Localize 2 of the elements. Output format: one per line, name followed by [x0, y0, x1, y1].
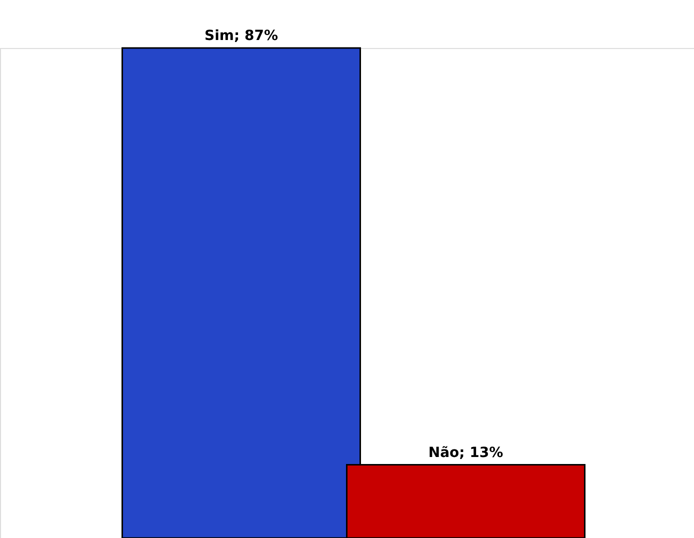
data-label: Não; 13%: [428, 444, 504, 461]
data-label: Sim; 87%: [204, 28, 278, 44]
